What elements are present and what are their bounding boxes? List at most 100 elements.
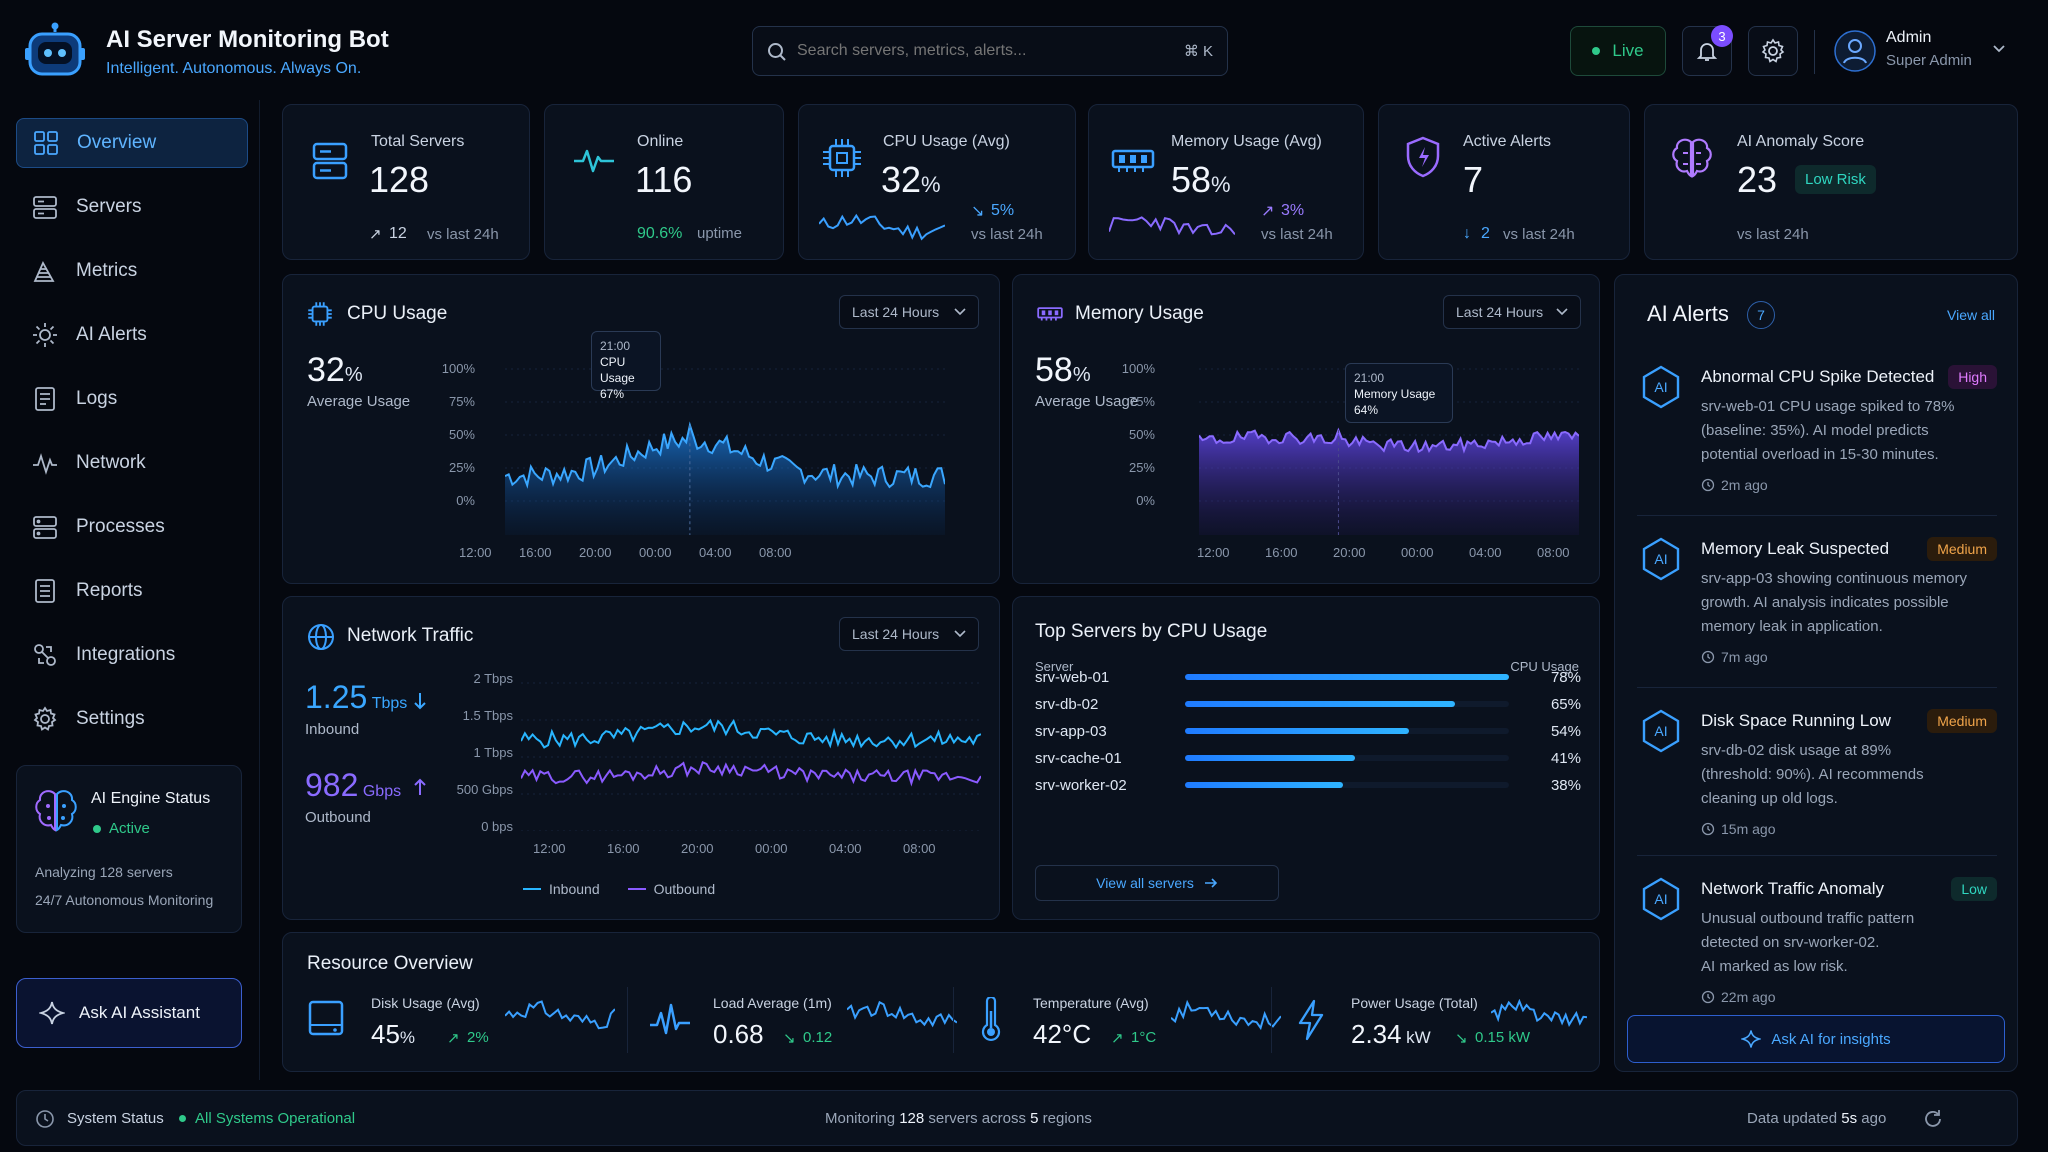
memory-tooltip: 21:00 Memory Usage 64% xyxy=(1345,363,1453,423)
kpi-change: 2 xyxy=(1481,225,1490,242)
sidebar-item-label: Processes xyxy=(76,516,165,537)
x-tick-label: 08:00 xyxy=(1537,545,1570,560)
ask-ai-assistant-button[interactable]: Ask AI Assistant xyxy=(16,978,242,1048)
live-button[interactable]: Live xyxy=(1570,26,1666,76)
clock-icon xyxy=(1701,990,1715,1004)
sidebar-item-metrics[interactable]: Metrics xyxy=(16,246,248,296)
value: 5s xyxy=(1841,1110,1858,1127)
time-range-select[interactable]: Last 24 Hours xyxy=(1443,295,1581,329)
alert-time-text: 2m ago xyxy=(1721,477,1768,493)
notifications-button[interactable]: 3 xyxy=(1682,25,1733,76)
chevron-down-icon xyxy=(954,308,966,316)
time-range-select[interactable]: Last 24 Hours xyxy=(839,295,979,329)
ai-alerts-view-all[interactable]: View all xyxy=(1947,307,1995,323)
x-tick-label: 16:00 xyxy=(519,545,552,560)
view-all-servers-button[interactable]: View all servers xyxy=(1035,865,1279,901)
kpi-value-group: 58% xyxy=(1171,159,1231,201)
alert-item[interactable]: AI Memory Leak Suspected Medium srv-app-03 … xyxy=(1615,537,2019,697)
kpi-sub: vs last 24h xyxy=(1737,226,1809,243)
load-icon xyxy=(650,1003,690,1035)
system-status-dot xyxy=(179,1115,186,1122)
panel-title: Memory Usage xyxy=(1075,303,1204,324)
sidebar-item-network[interactable]: Network xyxy=(16,438,248,488)
load-label: Load Average (1m) xyxy=(713,995,832,1011)
alert-description: (threshold: 90%). AI recommends xyxy=(1701,766,1924,783)
alert-description: AI marked as low risk. xyxy=(1701,958,1848,975)
kpi-value: 116 xyxy=(635,159,693,200)
x-tick-label: 04:00 xyxy=(699,545,732,560)
refresh-icon[interactable] xyxy=(1921,1107,1945,1131)
server-name: srv-db-02 xyxy=(1035,696,1099,713)
svg-text:AI: AI xyxy=(1654,551,1667,567)
server-name: srv-app-03 xyxy=(1035,723,1107,740)
grid-icon xyxy=(34,131,58,155)
ai-hexagon-icon: AI xyxy=(1642,877,1680,921)
y-tick-label: 1.5 Tbps xyxy=(462,708,513,723)
settings-button[interactable] xyxy=(1748,26,1798,76)
user-menu[interactable]: Admin Super Admin xyxy=(1830,26,2020,76)
tooltip-label: CPU Usage xyxy=(600,355,635,385)
x-tick-label: 20:00 xyxy=(681,841,714,856)
notification-count: 3 xyxy=(1711,25,1733,47)
document-icon xyxy=(35,387,55,411)
alert-divider xyxy=(1637,855,1997,856)
live-dot xyxy=(1592,47,1601,55)
alert-divider xyxy=(1637,515,1997,516)
alert-item[interactable]: AI Disk Space Running Low Medium srv-db-02 … xyxy=(1615,709,2019,869)
robot-icon xyxy=(25,22,85,76)
server-row[interactable]: srv-web-01 78% xyxy=(1013,663,1601,690)
unit: % xyxy=(1072,364,1091,386)
tooltip-label: Memory Usage xyxy=(1354,387,1436,401)
x-tick-label: 00:00 xyxy=(755,841,788,856)
ask-ai-assistant-label: Ask AI Assistant xyxy=(79,1003,200,1022)
alert-description: (baseline: 35%). AI model predicts xyxy=(1701,422,1929,439)
cpu-pct: 38% xyxy=(1550,777,1581,794)
sidebar-item-integrations[interactable]: Integrations xyxy=(16,630,248,680)
report-icon xyxy=(35,579,55,603)
text: Monitoring xyxy=(825,1110,896,1127)
search-input[interactable] xyxy=(797,37,1137,65)
memory-average-caption: Average Usage xyxy=(1035,393,1139,410)
y-tick-label: 0% xyxy=(456,493,475,508)
view-all-servers-label: View all servers xyxy=(1096,875,1194,891)
search-icon xyxy=(768,43,786,61)
memory-usage-panel: Memory Usage Last 24 Hours 58% Average U… xyxy=(1012,274,1600,584)
panel-title: CPU Usage xyxy=(347,303,448,324)
value: 58 xyxy=(1035,351,1073,389)
alert-item[interactable]: AI Network Traffic Anomaly Low Unusual outb… xyxy=(1615,877,2019,1037)
time-range-select[interactable]: Last 24 Hours xyxy=(839,617,979,651)
divider xyxy=(953,987,954,1053)
severity-badge: High xyxy=(1948,365,1997,389)
sidebar-item-processes[interactable]: Processes xyxy=(16,502,248,552)
cpu-pct: 78% xyxy=(1550,669,1581,686)
search-bar[interactable]: ⌘ K xyxy=(752,26,1228,76)
sidebar-item-ai-alerts[interactable]: AI Alerts xyxy=(16,310,248,360)
server-row[interactable]: srv-app-03 54% xyxy=(1013,717,1601,744)
cpu-bar xyxy=(1185,728,1409,734)
server-row[interactable]: srv-db-02 65% xyxy=(1013,690,1601,717)
count: 5 xyxy=(1030,1110,1039,1127)
temp-value: 42°C xyxy=(1033,1019,1092,1049)
server-row[interactable]: srv-worker-02 38% xyxy=(1013,771,1601,798)
sidebar-item-logs[interactable]: Logs xyxy=(16,374,248,424)
unit: % xyxy=(399,1028,416,1047)
clock-icon xyxy=(1701,822,1715,836)
sidebar-item-overview[interactable]: Overview xyxy=(16,118,248,168)
trend-up-icon: ↗ xyxy=(1111,1030,1124,1047)
severity-badge: Low xyxy=(1951,877,1997,901)
sidebar-item-servers[interactable]: Servers xyxy=(16,182,248,232)
load-value: 0.68 xyxy=(713,1019,764,1049)
cpu-average-value: 32% xyxy=(307,351,363,390)
kpi-sub: vs last 24h xyxy=(1261,226,1333,243)
server-row[interactable]: srv-cache-01 41% xyxy=(1013,744,1601,771)
ai-engine-status-card: AI Engine Status Active Analyzing 128 se… xyxy=(16,765,242,933)
resource-overview-panel: Resource Overview Disk Usage (Avg) 45% ↗… xyxy=(282,932,1600,1072)
sparkle-icon xyxy=(1741,1030,1762,1048)
ask-ai-insights-button[interactable]: Ask AI for insights xyxy=(1627,1015,2005,1063)
alert-title: Disk Space Running Low xyxy=(1701,711,1891,730)
sidebar-item-settings[interactable]: Settings xyxy=(16,694,248,744)
sidebar-item-reports[interactable]: Reports xyxy=(16,566,248,616)
panel-title: Network Traffic xyxy=(347,625,474,646)
alert-item[interactable]: AI Abnormal CPU Spike Detected High srv-web… xyxy=(1615,365,2019,525)
y-tick-label: 75% xyxy=(448,394,475,409)
